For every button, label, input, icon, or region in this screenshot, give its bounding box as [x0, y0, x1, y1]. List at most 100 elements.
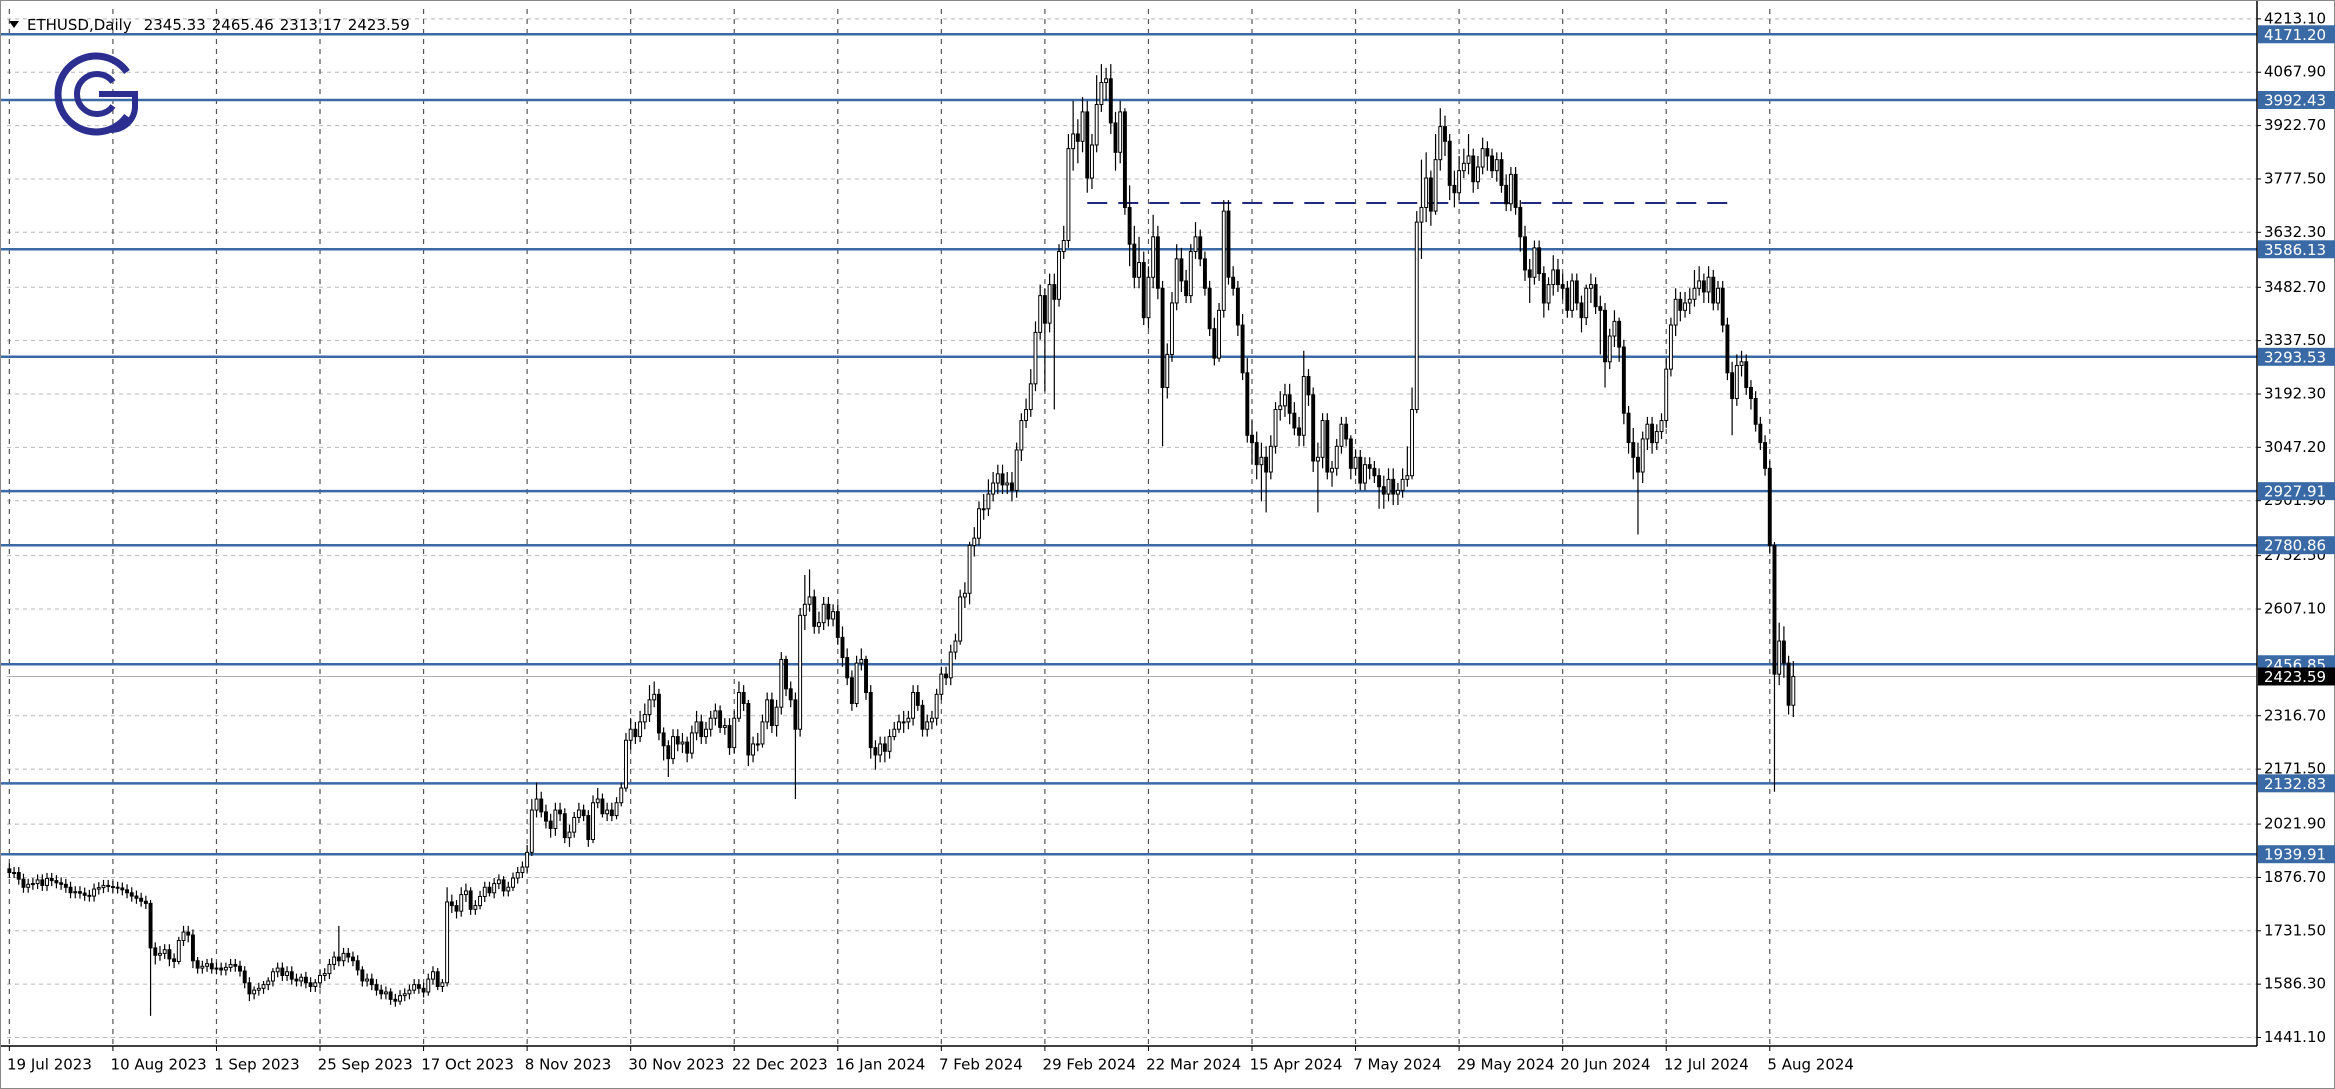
candle-body — [233, 963, 238, 967]
candle-body — [501, 879, 506, 892]
y-tick-label: 4213.10 — [2264, 9, 2326, 27]
candle-body — [270, 971, 275, 982]
candle-body — [200, 965, 205, 969]
y-tick-label: 1876.70 — [2264, 868, 2326, 886]
candle-body — [1791, 675, 1796, 706]
candle-body — [388, 991, 393, 1000]
candle-body — [365, 978, 370, 982]
candle-body — [1155, 236, 1160, 289]
candle-body — [595, 798, 600, 804]
candle-body — [642, 714, 647, 723]
candle-body — [120, 887, 125, 891]
candle-body — [172, 958, 177, 962]
candle-body — [845, 657, 850, 679]
level-label-bg — [2258, 240, 2335, 259]
candle-body — [798, 614, 803, 730]
candle-body — [1202, 258, 1207, 289]
candle-body — [1170, 302, 1174, 355]
candle-body — [614, 802, 619, 817]
candle-body — [1673, 298, 1678, 326]
candle-body — [793, 699, 798, 730]
candle-body — [765, 699, 770, 723]
candle-body — [915, 691, 920, 706]
candle-body — [981, 508, 986, 511]
candle-body — [1508, 173, 1513, 205]
candle-body — [529, 809, 534, 853]
candle-body — [1057, 251, 1061, 300]
candle-body — [92, 888, 97, 897]
candle-body — [1113, 122, 1118, 153]
candle-body — [30, 883, 35, 886]
candle-body — [1075, 133, 1080, 142]
candle-body — [473, 905, 478, 910]
x-tick-label: 20 Jun 2024 — [1560, 1056, 1650, 1074]
candle-body — [1546, 284, 1551, 304]
candle-body — [1198, 236, 1203, 260]
candle-body — [1537, 247, 1542, 275]
candle-body — [962, 592, 967, 598]
candle-body — [958, 596, 963, 642]
candle-body — [1184, 280, 1189, 297]
candle-body — [59, 882, 64, 885]
candle-body — [355, 960, 360, 971]
candle-body — [1240, 324, 1245, 374]
logo-outer-arc — [54, 52, 130, 136]
x-tick-label: 5 Aug 2024 — [1767, 1056, 1854, 1074]
grid — [7, 9, 2257, 1046]
candle-body — [727, 725, 732, 749]
candle-body — [1160, 287, 1165, 388]
candle-body — [1485, 148, 1490, 157]
candle-body — [600, 798, 605, 815]
candle-body — [1758, 423, 1763, 444]
candle-body — [1560, 284, 1565, 289]
candle-body — [1179, 258, 1184, 282]
levels — [0, 33, 2257, 856]
candle-body — [379, 989, 384, 995]
candle-body — [1104, 78, 1109, 83]
level-label-bg — [2258, 774, 2335, 793]
candle-body — [553, 809, 558, 829]
candle-body — [162, 949, 167, 954]
candle-body — [261, 984, 266, 989]
candle-body — [303, 976, 308, 984]
candle-body — [887, 736, 892, 752]
candle-body — [115, 886, 120, 889]
header-arrow — [9, 21, 19, 28]
y-tick-label: 2316.70 — [2264, 706, 2326, 724]
candle-body — [1621, 346, 1626, 414]
candle-body — [308, 982, 313, 987]
candle-body — [774, 706, 779, 727]
candle-body — [1146, 276, 1151, 319]
candle-body — [704, 728, 708, 738]
candle-body — [96, 887, 101, 890]
candle-body — [624, 739, 628, 789]
level-label: 2927.91 — [2264, 483, 2326, 501]
candle-body — [16, 872, 21, 880]
candle-body — [1000, 473, 1005, 486]
candle-body — [1386, 478, 1391, 495]
candle-body — [543, 811, 548, 822]
candle-body — [280, 967, 285, 976]
candle-body — [125, 889, 129, 894]
candle-body — [1532, 247, 1537, 278]
candle-body — [1701, 280, 1706, 293]
candle-body — [548, 820, 553, 829]
candle-body — [788, 688, 793, 701]
candle-body — [1005, 482, 1010, 486]
candle-body — [1066, 148, 1071, 242]
candle-body — [986, 493, 991, 510]
header-open: 2345.33 — [144, 16, 206, 34]
candle-body — [205, 963, 210, 967]
candle-body — [1047, 284, 1052, 324]
candle-body — [106, 884, 111, 888]
candle-body — [336, 956, 341, 962]
candle-body — [1061, 240, 1066, 253]
candle-body — [939, 673, 944, 695]
y-tick-label: 2171.50 — [2264, 760, 2326, 778]
candle-body — [1744, 361, 1749, 388]
candle-body — [562, 813, 567, 839]
candle-body — [238, 965, 242, 972]
candle-body — [605, 809, 610, 815]
x-tick-label: 8 Nov 2023 — [525, 1056, 612, 1074]
candle-body — [1574, 280, 1579, 304]
